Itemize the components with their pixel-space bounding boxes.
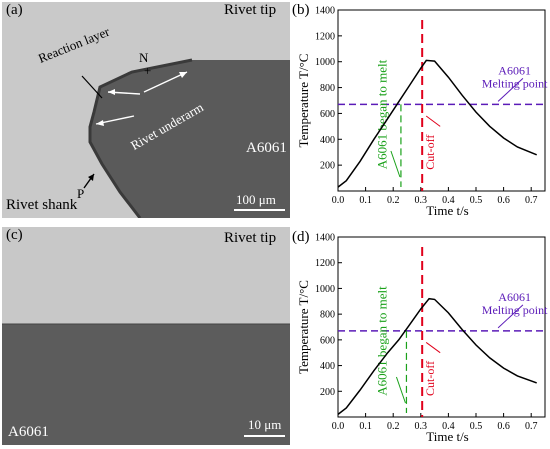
point-p-label: P: [77, 186, 85, 201]
x-tick-label: 0.1: [359, 195, 372, 206]
micrograph-a-image: [2, 2, 290, 218]
y-tick-label: 1200: [315, 258, 335, 269]
x-tick-label: 0.7: [525, 195, 538, 206]
panel-label-a: (a): [6, 2, 23, 18]
melting-point-label-line1: A6061: [498, 290, 531, 304]
y-tick-label: 1000: [315, 57, 335, 68]
cutoff-label: Cut-off: [423, 135, 437, 170]
y-tick-label: 1200: [315, 31, 335, 42]
material-label-c: A6061: [8, 424, 49, 440]
y-tick-label: 1400: [315, 233, 335, 244]
cutoff-pointer: [425, 115, 441, 127]
point-n-label: N: [139, 50, 149, 65]
melting-point-label-line2: Melting point: [482, 303, 548, 317]
x-tick-label: 0.2: [387, 195, 400, 206]
melt-start-pointer: [390, 150, 401, 178]
y-tick-label: 200: [320, 387, 335, 398]
x-axis-label: Time t/s: [426, 203, 469, 218]
panel-label: (b): [292, 2, 310, 18]
rivet-tip-label-c: Rivet tip: [224, 230, 277, 246]
y-tick-label: 1000: [315, 284, 335, 295]
y-axis-label: Temperature T/°C: [296, 280, 311, 374]
plot-frame: [337, 9, 546, 192]
temperature-curve: [337, 297, 537, 415]
rivet-tip-label-a: Rivet tip: [224, 2, 277, 18]
scale-bar-label-a: 100 μm: [236, 192, 276, 207]
melting-point-label-line2: Melting point: [482, 76, 548, 90]
micrograph-c-image: [2, 227, 290, 445]
x-tick-label: 0.5: [470, 195, 483, 206]
micrograph-a: (a) Rivet tip Reaction layer N + Rivet u…: [2, 2, 290, 218]
melt-start-label: A6061 began to melt: [374, 286, 389, 396]
y-axis-label: Temperature T/°C: [296, 54, 311, 148]
x-tick-label: 0.6: [497, 421, 510, 432]
x-tick-label: 0.5: [470, 421, 483, 432]
x-tick-label: 0.6: [497, 195, 510, 206]
point-n-marker: +: [144, 63, 152, 78]
x-tick-label: 0.7: [525, 421, 538, 432]
x-tick-label: 0.0: [332, 195, 345, 206]
x-tick-label: 0.4: [442, 195, 455, 206]
melting-point-label-line1: A6061: [498, 63, 531, 77]
x-tick-label: 0.2: [387, 421, 400, 432]
x-tick-label: 0.4: [442, 421, 455, 432]
chart-b: 0.0 0.1 0.2 0.3 0.4 0.5 0.6 0.7 200 400 600 800 1000…: [292, 2, 548, 218]
melting-point-pointer: [497, 304, 524, 329]
y-tick-label: 800: [320, 83, 335, 94]
y-tick-label: 800: [320, 310, 335, 321]
x-tick-label: 0.0: [332, 421, 345, 432]
chart-d: 0.0 0.1 0.2 0.3 0.4 0.5 0.6 0.7 200 400 600 800 1000…: [292, 229, 548, 444]
temperature-curve: [337, 59, 537, 188]
x-axis-label: Time t/s: [426, 429, 469, 444]
scale-bar-label-c: 10 μm: [248, 417, 282, 432]
y-tick-label: 200: [320, 161, 335, 172]
y-tick-label: 600: [320, 335, 335, 346]
melt-start-pointer: [395, 376, 406, 404]
x-tick-label: 0.3: [415, 195, 428, 206]
panel-label-c: (c): [6, 227, 23, 243]
x-tick-label: 0.3: [415, 421, 428, 432]
x-tick-label: 0.1: [359, 421, 372, 432]
material-label-a: A6061: [246, 140, 287, 156]
y-tick-label: 600: [320, 109, 335, 120]
micrograph-c: (c) Rivet tip A6061 10 μm: [2, 227, 290, 445]
y-tick-label: 400: [320, 135, 335, 146]
y-tick-label: 1400: [315, 6, 335, 17]
y-tick-label: 400: [320, 361, 335, 372]
cutoff-pointer: [425, 342, 441, 354]
cutoff-label: Cut-off: [423, 361, 437, 396]
melt-start-label: A6061 began to melt: [374, 59, 389, 169]
melting-point-pointer: [497, 78, 524, 102]
plot-frame: [337, 236, 546, 418]
rivet-shank-label: Rivet shank: [6, 197, 78, 213]
panel-label: (d): [292, 229, 310, 245]
